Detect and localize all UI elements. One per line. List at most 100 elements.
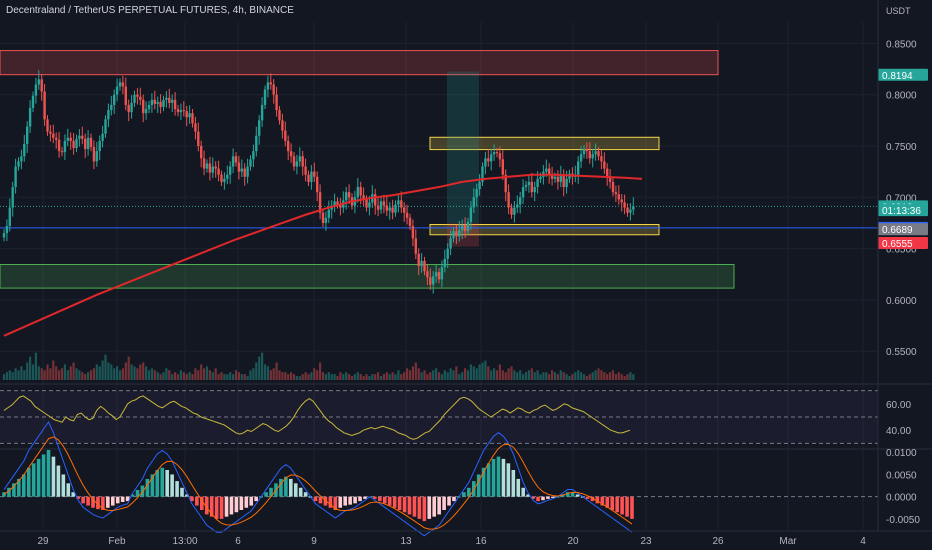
candle-body bbox=[153, 99, 156, 104]
candle-body bbox=[124, 86, 127, 105]
macd-histogram-bar bbox=[432, 496, 437, 517]
volume-bar bbox=[475, 368, 478, 380]
macd-histogram-bar bbox=[462, 492, 466, 497]
volume-bar bbox=[446, 372, 449, 380]
candle-body bbox=[449, 238, 452, 249]
candle-body bbox=[313, 171, 316, 177]
volume-bar bbox=[411, 366, 414, 380]
volume-bar bbox=[165, 368, 168, 380]
volume-bar bbox=[313, 368, 316, 380]
candle-body bbox=[347, 192, 351, 198]
candle-body bbox=[490, 154, 493, 162]
volume-bar bbox=[382, 374, 385, 380]
volume-bar bbox=[539, 374, 542, 380]
volume-bar bbox=[432, 370, 435, 380]
volume-bar bbox=[104, 354, 107, 380]
candle-body bbox=[208, 163, 212, 173]
candle-body bbox=[226, 174, 229, 179]
volume-bar bbox=[84, 374, 87, 380]
volume-bar bbox=[551, 370, 554, 380]
volume-bar bbox=[49, 368, 52, 380]
candle-body bbox=[156, 101, 159, 104]
price-label-bg bbox=[878, 236, 928, 249]
volume-bar bbox=[307, 374, 310, 380]
volume-bar bbox=[606, 374, 609, 380]
candle-body bbox=[220, 174, 223, 182]
volume-bar bbox=[63, 364, 66, 380]
macd-tick-label: 0.0100 bbox=[886, 448, 917, 459]
volume-bar bbox=[510, 366, 513, 380]
volume-bar bbox=[426, 374, 429, 380]
volume-bar bbox=[98, 366, 101, 380]
volume-bar bbox=[130, 364, 133, 380]
volume-bar bbox=[203, 368, 206, 380]
candle-body bbox=[443, 258, 446, 268]
candle-body bbox=[582, 149, 586, 155]
volume-bar bbox=[127, 356, 130, 380]
candle-body bbox=[284, 130, 287, 141]
candle-body bbox=[292, 156, 296, 167]
volume-bar bbox=[8, 370, 11, 380]
candle-body bbox=[107, 110, 110, 120]
volume-bar bbox=[171, 374, 174, 380]
candle-body bbox=[382, 201, 386, 206]
macd-histogram-bar bbox=[363, 496, 367, 499]
candle-body bbox=[275, 94, 278, 111]
candle-body bbox=[200, 146, 203, 159]
candle-body bbox=[92, 147, 96, 162]
macd-histogram-bar bbox=[476, 474, 481, 497]
macd-histogram-bar bbox=[442, 496, 446, 510]
candle-body bbox=[60, 151, 64, 153]
volume-bar bbox=[92, 368, 95, 380]
macd-histogram-bar bbox=[382, 496, 387, 504]
zone-range-low bbox=[429, 223, 660, 236]
zone-demand bbox=[0, 264, 735, 289]
macd-histogram-bar bbox=[600, 496, 605, 506]
macd-histogram-bar bbox=[323, 496, 328, 506]
macd-histogram-bar bbox=[536, 496, 540, 502]
candle-body bbox=[608, 176, 612, 182]
volume-bar bbox=[611, 370, 615, 380]
candle-body bbox=[252, 151, 255, 160]
candle-body bbox=[400, 200, 403, 208]
macd-histogram-bar bbox=[318, 496, 323, 504]
candle-body bbox=[223, 178, 226, 182]
macd-histogram-bar bbox=[521, 487, 526, 497]
volume-bar bbox=[577, 370, 580, 380]
volume-bar bbox=[617, 372, 620, 380]
volume-bar bbox=[591, 372, 594, 380]
candle-body bbox=[110, 104, 113, 111]
candle-body bbox=[475, 189, 478, 198]
candle-body bbox=[368, 202, 371, 208]
volume-bar bbox=[394, 374, 397, 380]
volume-bar bbox=[310, 372, 313, 380]
candle-body bbox=[472, 197, 475, 208]
candle-body bbox=[495, 152, 499, 154]
macd-tick-label: 0.0050 bbox=[886, 470, 917, 481]
x-tick-label: Feb bbox=[108, 536, 126, 547]
candle-body bbox=[481, 166, 484, 182]
volume-bar bbox=[116, 366, 119, 380]
macd-panel: 0.0100 0.0050 0.0000 -0.0050 bbox=[0, 420, 932, 537]
volume-bar bbox=[37, 366, 40, 380]
volume-bar bbox=[542, 372, 545, 380]
volume-bar bbox=[101, 360, 104, 380]
volume-bar bbox=[174, 372, 177, 380]
candle-body bbox=[11, 187, 14, 208]
volume-bar bbox=[281, 372, 284, 380]
candle-body bbox=[623, 202, 626, 208]
volume-bar bbox=[191, 374, 194, 380]
candle-body bbox=[234, 156, 238, 163]
volume-bar bbox=[353, 374, 356, 380]
candle-body bbox=[66, 137, 69, 141]
candle-body bbox=[420, 260, 423, 267]
candle-body bbox=[118, 82, 122, 87]
macd-histogram-bar bbox=[570, 492, 575, 497]
macd-histogram-bar bbox=[620, 496, 624, 515]
candle-body bbox=[513, 207, 516, 215]
candle-body bbox=[339, 204, 342, 208]
macd-histogram-bar bbox=[209, 496, 214, 517]
volume-bar bbox=[316, 370, 319, 380]
volume-bar bbox=[324, 374, 327, 380]
